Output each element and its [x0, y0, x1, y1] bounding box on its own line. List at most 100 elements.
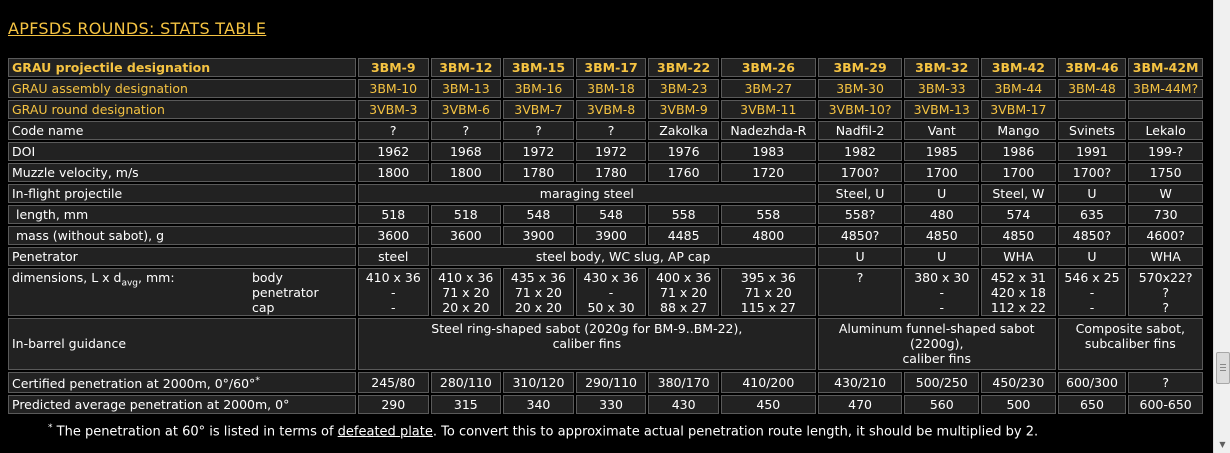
cell: 548	[503, 205, 574, 224]
cell: 400 x 36 71 x 20 88 x 27	[648, 268, 719, 316]
cell: 1972	[575, 142, 647, 161]
cell: U	[904, 247, 980, 266]
dimensions-sub-labels: body penetrator cap	[251, 270, 319, 315]
row-in-barrel-guidance: In-barrel guidance Steel ring-shaped sab…	[8, 318, 1203, 370]
cell: U	[1057, 184, 1127, 203]
cell: 380 x 30- -	[904, 268, 980, 316]
cell: 3BM-13	[430, 79, 502, 98]
cell: 3BM-29	[817, 58, 903, 77]
cell: Steel, W	[981, 184, 1056, 203]
cell: 315	[430, 395, 502, 415]
cell: 3BM-44	[981, 79, 1056, 98]
cell: 3BM-16	[503, 79, 574, 98]
vertical-scrollbar[interactable]: ▼	[1213, 0, 1230, 453]
cell: steel body, WC slug, AP cap	[430, 247, 816, 266]
cell: 3BM-12	[430, 58, 502, 77]
cell: 1976	[648, 142, 719, 161]
cell: 3BM-42M	[1128, 58, 1203, 77]
row-code-name: Code name ? ? ? ? Zakolka Nadezhda-R Nad…	[8, 121, 1203, 140]
dimensions-label: dimensions, L x davg, mm:	[12, 270, 175, 289]
cell: 3VBM-10?	[817, 100, 903, 119]
cell: 3BM-27	[720, 79, 816, 98]
row-length: length, mm 518 518 548 548 558 558 558? …	[8, 205, 1203, 224]
row-label: Code name	[8, 121, 356, 140]
cell: 470	[817, 395, 903, 415]
cell: 1985	[904, 142, 980, 161]
cell: 3BM-44M?	[1128, 79, 1203, 98]
stats-table: GRAU projectile designation 3BM-9 3BM-12…	[6, 56, 1205, 416]
cell: 1780	[575, 163, 647, 182]
cell: 500/250	[904, 372, 980, 394]
row-certified-penetration: Certified penetration at 2000m, 0°/60°* …	[8, 372, 1203, 394]
cell: 1700?	[1057, 163, 1127, 182]
grip-icon	[1220, 364, 1226, 373]
cell: U	[817, 247, 903, 266]
cell: W	[1128, 184, 1203, 203]
row-predicted-penetration: Predicted average penetration at 2000m, …	[8, 395, 1203, 415]
cell: 570x22???	[1128, 268, 1203, 316]
cell: Svinets	[1057, 121, 1127, 140]
cell: 558?	[817, 205, 903, 224]
cell: 450	[720, 395, 816, 415]
cell: 310/120	[503, 372, 574, 394]
cell: 395 x 36 71 x 20 115 x 27	[720, 268, 816, 316]
cell: U	[1057, 247, 1127, 266]
cell: 1800	[430, 163, 502, 182]
row-label: dimensions, L x davg, mm: body penetrato…	[8, 268, 356, 316]
scroll-down-arrow-icon[interactable]: ▼	[1214, 436, 1230, 453]
cell: 3BM-42	[981, 58, 1056, 77]
footnote: * The penetration at 60° is listed in te…	[48, 423, 1038, 439]
cell: 3900	[503, 226, 574, 245]
footnote-text: The penetration at 60° is listed in term…	[52, 424, 338, 440]
scrollbar-thumb[interactable]	[1216, 352, 1230, 384]
cell: 410 x 36- -	[357, 268, 429, 316]
cell: 3VBM-6	[430, 100, 502, 119]
cell: 546 x 25- -	[1057, 268, 1127, 316]
cell: 452 x 31 420 x 18 112 x 22	[981, 268, 1056, 316]
cell: 600/300	[1057, 372, 1127, 394]
row-label: GRAU round designation	[8, 100, 356, 119]
cell: 4485	[648, 226, 719, 245]
cell: 3900	[575, 226, 647, 245]
cell: 518	[430, 205, 502, 224]
cell: 1991	[1057, 142, 1127, 161]
cell: maraging steel	[357, 184, 816, 203]
row-label: Predicted average penetration at 2000m, …	[8, 395, 356, 415]
row-label: Penetrator	[8, 247, 356, 266]
row-dimensions: dimensions, L x davg, mm: body penetrato…	[8, 268, 1203, 316]
cell: Steel, U	[817, 184, 903, 203]
cell: Zakolka	[648, 121, 719, 140]
cell: 480	[904, 205, 980, 224]
cell: WHA	[1128, 247, 1203, 266]
cell: 560	[904, 395, 980, 415]
cell: ?	[430, 121, 502, 140]
cell: 574	[981, 205, 1056, 224]
cell: 1983	[720, 142, 816, 161]
cell: U	[904, 184, 980, 203]
cell: 500	[981, 395, 1056, 415]
cell	[1057, 100, 1127, 119]
cell: 1986	[981, 142, 1056, 161]
cell: 3VBM-11	[720, 100, 816, 119]
row-muzzle-velocity: Muzzle velocity, m/s 1800 1800 1780 1780…	[8, 163, 1203, 182]
cell: 410 x 36 71 x 20 20 x 20	[430, 268, 502, 316]
cell: 3VBM-8	[575, 100, 647, 119]
cell: 340	[503, 395, 574, 415]
cell: 1700?	[817, 163, 903, 182]
cell: 1962	[357, 142, 429, 161]
cell: Lekalo	[1128, 121, 1203, 140]
cell: 330	[575, 395, 647, 415]
cell: 3BM-9	[357, 58, 429, 77]
row-label: length, mm	[8, 205, 356, 224]
cell: Composite sabot, subcaliber fins	[1057, 318, 1203, 370]
cell: 3600	[357, 226, 429, 245]
footnote-star: *	[48, 423, 53, 433]
cell: 1720	[720, 163, 816, 182]
cell: 3VBM-3	[357, 100, 429, 119]
cell: ?	[817, 268, 903, 316]
defeated-plate-link[interactable]: defeated plate	[337, 424, 433, 440]
cell: 4850	[904, 226, 980, 245]
cell: 3600	[430, 226, 502, 245]
cell: Aluminum funnel-shaped sabot (2200g), cali…	[817, 318, 1056, 370]
cell: 3BM-18	[575, 79, 647, 98]
